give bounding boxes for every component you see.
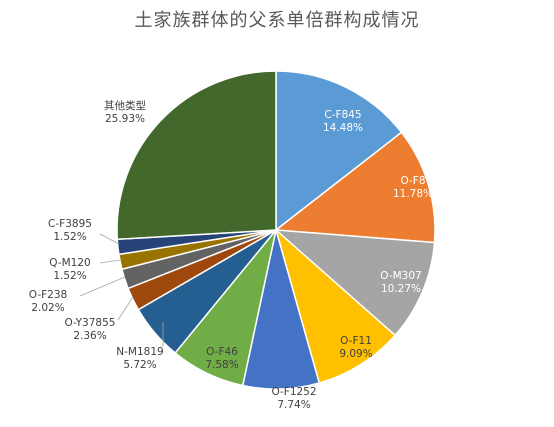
slice-label-11: 其他类型 bbox=[104, 99, 146, 112]
slice-label-5: O-F46 bbox=[206, 346, 238, 358]
slice-value-2: 10.27% bbox=[381, 283, 421, 295]
slice-value-9: 1.52% bbox=[53, 270, 86, 282]
slice-value-1: 11.78% bbox=[393, 188, 433, 200]
pie-slice-11 bbox=[116, 70, 277, 241]
slice-label-8: O-F238 bbox=[29, 289, 67, 301]
slice-value-11: 25.93% bbox=[105, 113, 145, 125]
slice-label-1: O-F8 bbox=[400, 175, 425, 187]
pie-slice-0 bbox=[275, 70, 403, 232]
slice-value-8: 2.02% bbox=[31, 302, 64, 314]
pie-slice-3 bbox=[274, 227, 397, 384]
leader-line-9 bbox=[99, 259, 121, 264]
leader-line-10 bbox=[99, 233, 120, 245]
slice-label-0: C-F845 bbox=[324, 109, 361, 121]
slice-value-4: 7.74% bbox=[277, 399, 310, 411]
slice-label-2: O-M307 bbox=[380, 270, 421, 282]
slice-label-10: C-F3895 bbox=[48, 218, 92, 230]
pie-slice-1 bbox=[274, 131, 436, 244]
pie-slices bbox=[116, 70, 436, 390]
slice-label-9: Q-M120 bbox=[49, 257, 90, 269]
slice-value-7: 2.36% bbox=[73, 330, 106, 342]
chart-title: 土家族群体的父系单倍群构成情况 bbox=[134, 10, 420, 31]
leader-line-8 bbox=[79, 276, 126, 297]
pie-slice-2 bbox=[273, 229, 436, 337]
slice-label-3: O-F11 bbox=[340, 335, 372, 347]
slice-value-6: 5.72% bbox=[123, 359, 156, 371]
slice-label-4: O-F1252 bbox=[271, 386, 316, 398]
slice-value-10: 1.52% bbox=[53, 231, 86, 243]
slice-label-6: N-M1819 bbox=[116, 346, 163, 358]
slice-value-3: 9.09% bbox=[339, 348, 372, 360]
slice-value-5: 7.58% bbox=[205, 359, 238, 371]
leader-lines bbox=[79, 233, 164, 347]
slice-label-7: O-Y37855 bbox=[65, 317, 116, 329]
slice-value-0: 14.48% bbox=[323, 122, 363, 134]
leader-line-7 bbox=[117, 296, 134, 321]
